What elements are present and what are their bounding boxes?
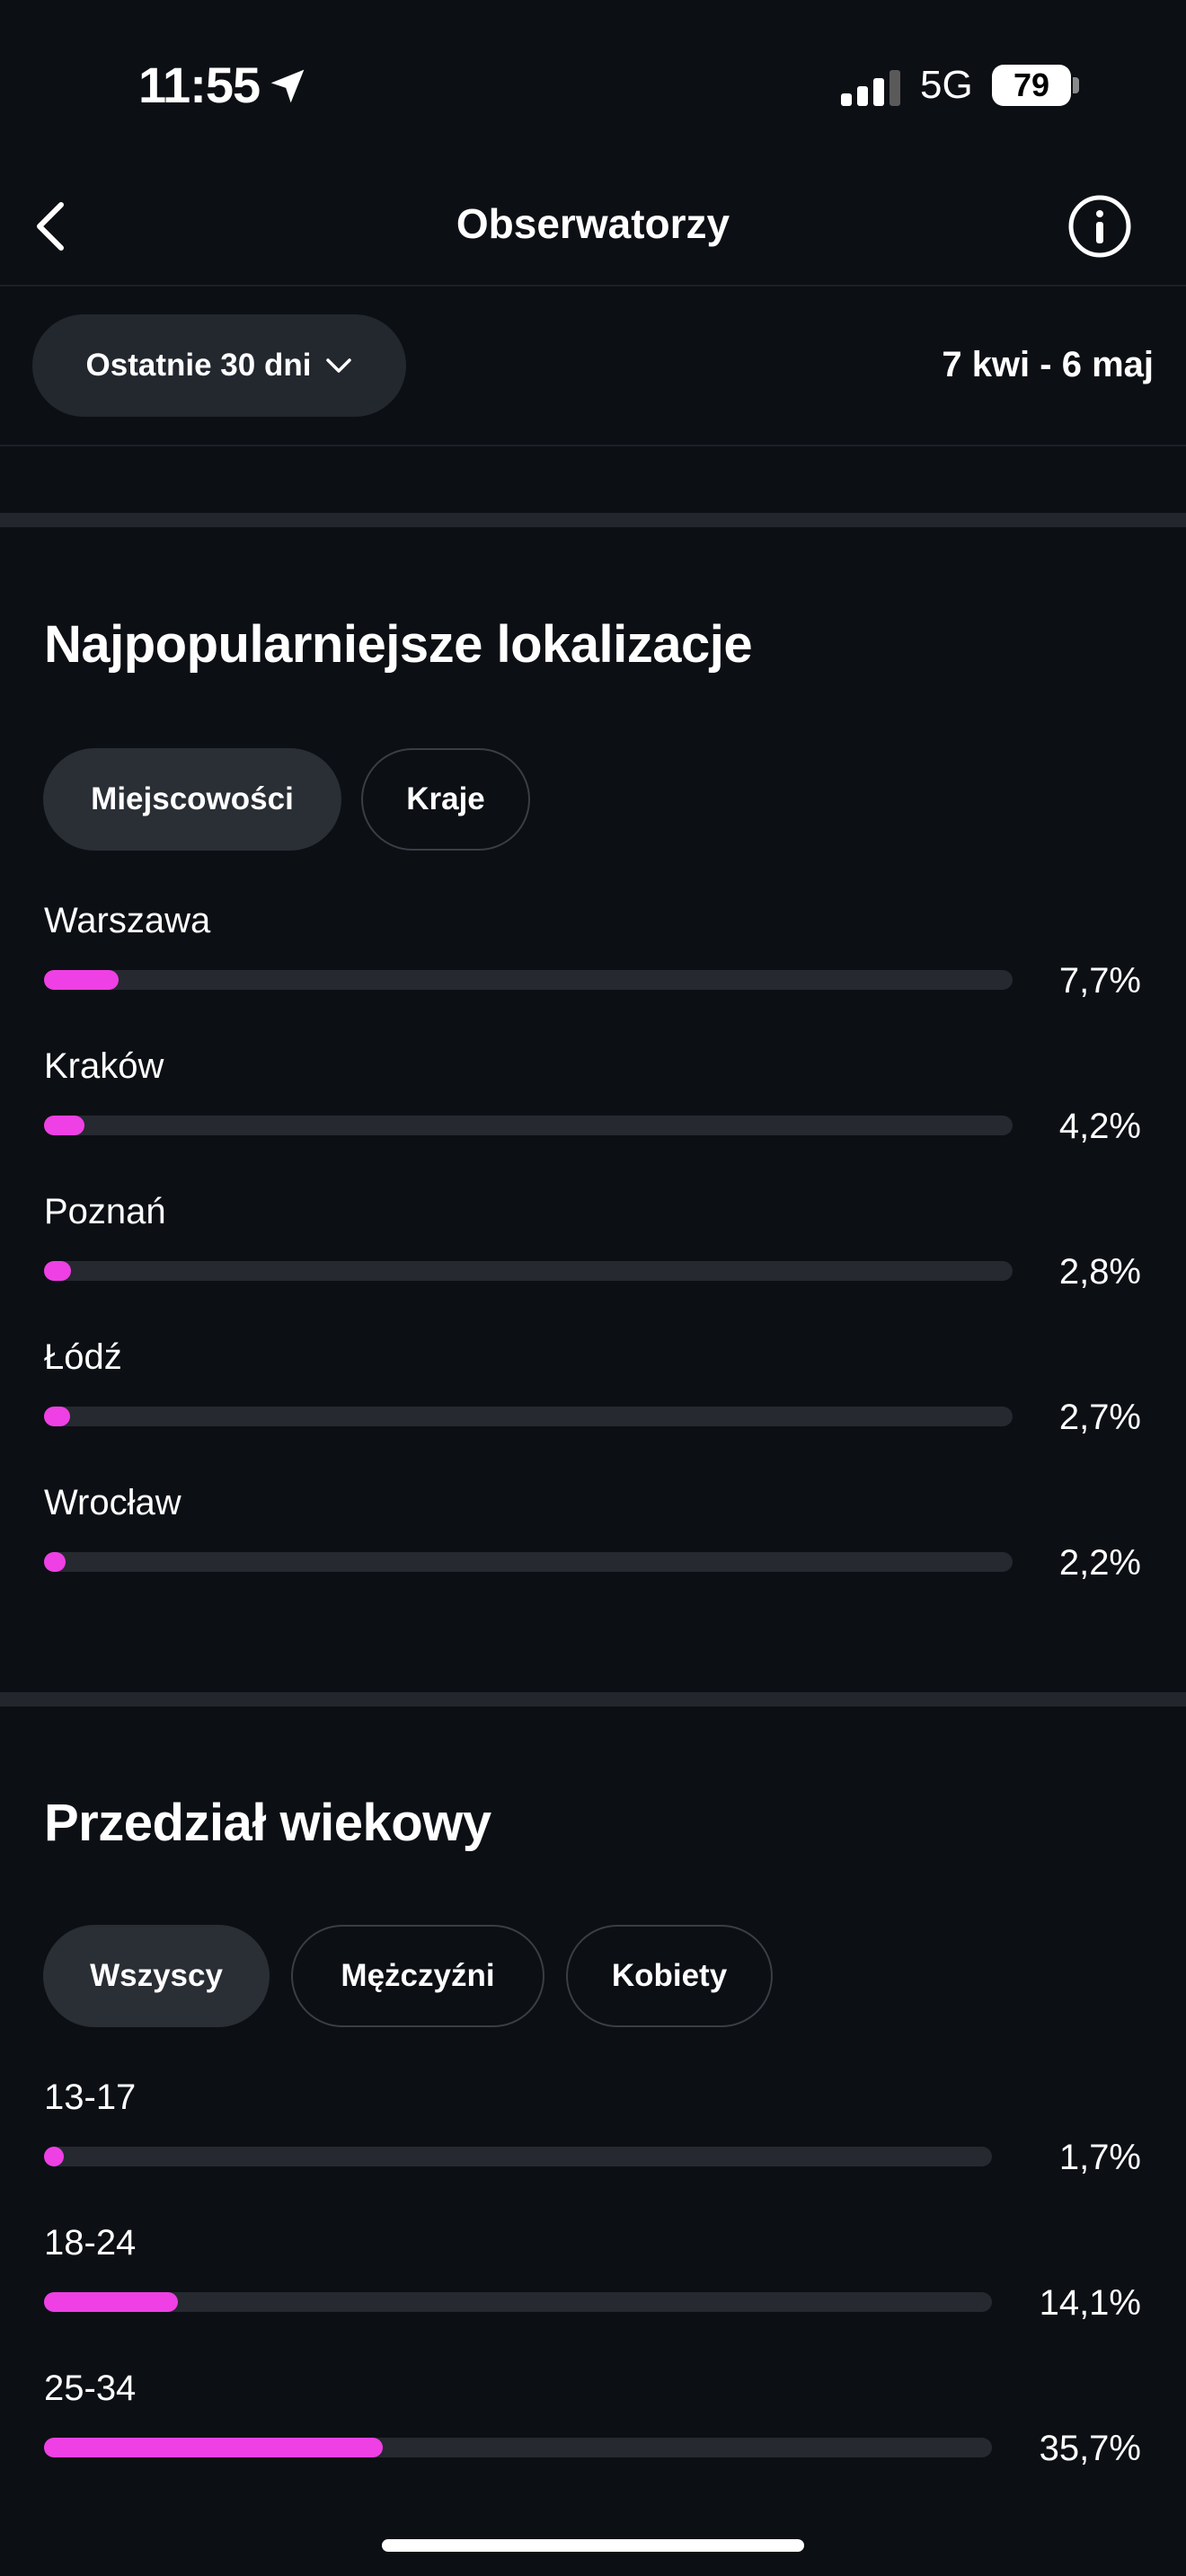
page-title: Obserwatorzy <box>456 200 730 247</box>
bar-row-label: Łódź <box>44 1337 122 1377</box>
bar-row-value: 7,7% <box>1058 961 1141 1001</box>
bar-track <box>44 1407 1013 1426</box>
bar-track <box>44 2438 992 2457</box>
bar-row-label: 18-24 <box>44 2223 137 2263</box>
back-chevron-icon[interactable] <box>32 199 68 253</box>
bar-row-value: 1,7% <box>1058 2138 1141 2177</box>
bar-row-label: 25-34 <box>44 2369 137 2408</box>
filter-divider <box>0 445 1186 446</box>
bar-fill <box>44 1552 66 1572</box>
bar-fill <box>44 2292 178 2312</box>
bar-row-value: 2,8% <box>1058 1252 1141 1292</box>
bar-track <box>44 2292 992 2312</box>
tab-countries-label: Kraje <box>406 781 485 816</box>
date-range-dropdown-label: Ostatnie 30 dni <box>85 348 312 383</box>
bar-row-label: 13-17 <box>44 2078 137 2117</box>
bar-row-label: Poznań <box>44 1192 166 1231</box>
tab-countries[interactable]: Kraje <box>361 748 530 851</box>
bar-fill <box>44 2438 383 2457</box>
bar-row-label: Wrocław <box>44 1483 181 1522</box>
bar-row-label: Kraków <box>44 1046 164 1086</box>
tab-women[interactable]: Kobiety <box>566 1925 773 2027</box>
status-time: 11:55 <box>138 57 261 113</box>
tab-men[interactable]: Mężczyźni <box>291 1925 544 2027</box>
bar-row-value: 14,1% <box>1039 2283 1141 2323</box>
battery-tip <box>1073 77 1079 93</box>
tab-women-label: Kobiety <box>611 1958 728 1993</box>
bar-fill <box>44 2147 64 2166</box>
tab-cities[interactable]: Miejscowości <box>43 748 341 851</box>
battery-icon: 79 <box>992 65 1071 106</box>
bar-track <box>44 1261 1013 1281</box>
bar-fill <box>44 970 119 990</box>
locations-section-title: Najpopularniejsze lokalizacje <box>44 615 753 674</box>
bar-fill <box>44 1261 72 1281</box>
network-type: 5G <box>920 63 973 107</box>
tab-cities-label: Miejscowości <box>91 781 294 816</box>
bar-row-value: 35,7% <box>1039 2429 1141 2468</box>
tab-men-label: Mężczyźni <box>341 1958 495 1993</box>
date-range-text: 7 kwi - 6 maj <box>942 345 1154 384</box>
age-section-title: Przedział wiekowy <box>44 1794 491 1852</box>
signal-bars-icon <box>841 68 902 106</box>
bar-track <box>44 1116 1013 1135</box>
section-separator <box>0 513 1186 527</box>
battery-level: 79 <box>1013 66 1050 103</box>
bar-row-value: 2,2% <box>1058 1543 1141 1583</box>
home-indicator <box>382 2539 804 2552</box>
chevron-down-icon <box>326 358 352 373</box>
tab-all-label: Wszyscy <box>90 1958 223 1993</box>
bar-track <box>44 970 1013 990</box>
section-separator <box>0 1692 1186 1707</box>
tab-all[interactable]: Wszyscy <box>43 1925 270 2027</box>
bar-row-label: Warszawa <box>44 901 211 940</box>
bar-fill <box>44 1116 85 1135</box>
date-range-dropdown[interactable]: Ostatnie 30 dni <box>32 314 406 417</box>
header-divider <box>0 285 1186 287</box>
bar-track <box>44 1552 1013 1572</box>
info-circle-icon[interactable] <box>1067 194 1132 259</box>
location-arrow-icon <box>270 69 305 103</box>
bar-row-value: 4,2% <box>1058 1107 1141 1146</box>
bar-row-value: 2,7% <box>1058 1398 1141 1437</box>
bar-track <box>44 2147 992 2166</box>
bar-fill <box>44 1407 71 1426</box>
